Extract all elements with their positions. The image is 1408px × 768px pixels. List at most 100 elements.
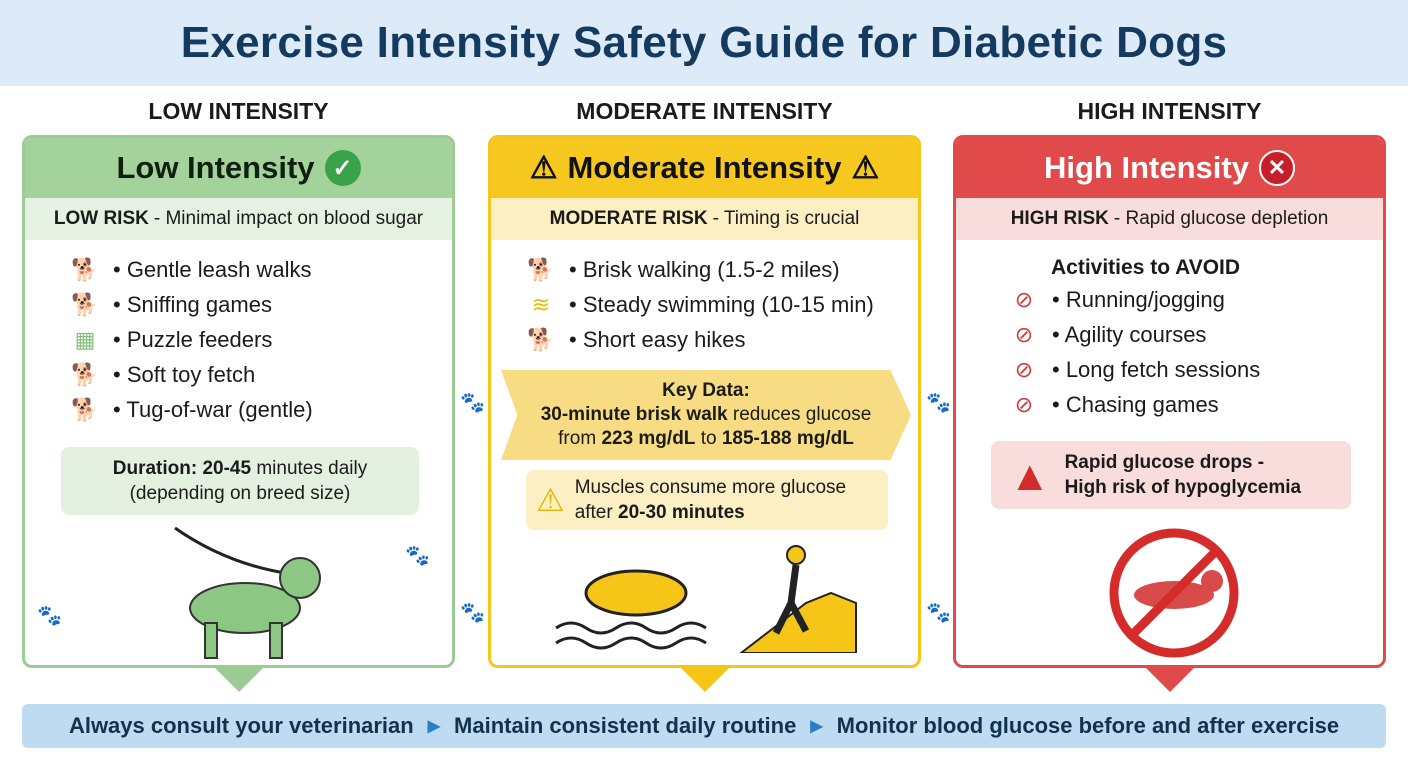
duration-text: minutes daily <box>251 458 368 479</box>
arrow-right-icon: ▶ <box>427 718 441 735</box>
prohibited-fetch-icon: ⊘ <box>1014 356 1034 382</box>
high-header: High Intensity ✕ <box>956 138 1383 198</box>
moderate-header-title: Moderate Intensity <box>567 150 842 185</box>
moderate-intensity-panel: ⚠ Moderate Intensity ⚠ MODERATE RISK - Ti… <box>488 135 921 692</box>
paw-print-icon: 🐾 <box>37 605 62 627</box>
prohibited-agility-icon: ⊘ <box>1014 321 1034 347</box>
list-item: 🐕 • Soft toy fetch <box>65 357 452 392</box>
dog-hiking-icon: 🐕 <box>527 326 555 352</box>
key-bold: 30-minute brisk walk <box>540 404 728 425</box>
no-running-dog-icon <box>1109 528 1239 658</box>
x-circle-icon: ✕ <box>1258 150 1295 186</box>
avoid-title: Activities to AVOID <box>1051 256 1241 279</box>
note-text: Muscles consume more glucose <box>574 477 847 498</box>
prohibited-running-icon: ⊘ <box>1014 286 1034 312</box>
item-text: • Chasing games <box>1052 391 1219 417</box>
pointer-arrow <box>1145 668 1194 692</box>
key-text: from <box>558 428 602 449</box>
warning-icon: ⚠ <box>529 150 558 185</box>
list-item: ⊘ • Long fetch sessions <box>1004 352 1383 387</box>
duration-note: (depending on breed size) <box>129 483 351 504</box>
item-text: • Soft toy fetch <box>113 361 256 387</box>
footer-tip: Always consult your veterinarian <box>68 713 414 738</box>
paw-print-icon: 🐾 <box>460 602 485 624</box>
title-banner: Exercise Intensity Safety Guide for Diab… <box>0 0 1408 86</box>
muscle-note-box: ⚠ Muscles consume more glucose after 20-3… <box>526 470 888 530</box>
list-item: 🐕 • Gentle leash walks <box>65 252 452 287</box>
high-risk-strip: HIGH RISK - Rapid glucose depletion <box>956 198 1383 240</box>
item-text: • Long fetch sessions <box>1052 356 1261 382</box>
key-data-banner: Key Data: 30-minute brisk walk reduces g… <box>501 370 911 460</box>
key-data-title: Key Data: <box>662 380 750 401</box>
dog-walking-icon: 🐕 <box>71 256 99 282</box>
list-item: ⊘ • Running/jogging <box>1004 282 1383 317</box>
list-item: ⊘ • Chasing games <box>1004 387 1383 422</box>
high-header-title: High Intensity <box>1044 150 1249 185</box>
high-intensity-panel: High Intensity ✕ HIGH RISK - Rapid glucos… <box>953 135 1386 692</box>
list-item: 🐕 • Short easy hikes <box>521 322 918 357</box>
footer-tip: Monitor blood glucose before and after e… <box>836 713 1340 738</box>
item-text: • Running/jogging <box>1052 286 1225 312</box>
dog-fetch-icon: 🐕 <box>71 361 99 387</box>
list-item: ⊘ • Agility courses <box>1004 317 1383 352</box>
walking-dog-illustration <box>174 526 321 659</box>
list-item: 🐕 • Tug-of-war (gentle) <box>65 392 452 427</box>
alert-triangle-icon: ▲ <box>1009 451 1051 499</box>
key-text: reduces glucose <box>727 404 872 425</box>
risk-label: MODERATE RISK <box>549 208 708 229</box>
moderate-risk-strip: MODERATE RISK - Timing is crucial <box>491 198 918 240</box>
high-column-title: HIGH INTENSITY <box>1077 98 1262 124</box>
page-title: Exercise Intensity Safety Guide for Diab… <box>180 18 1228 67</box>
paw-print-icon: 🐾 <box>926 602 951 624</box>
item-text: • Brisk walking (1.5-2 miles) <box>569 256 840 282</box>
key-bold: 185-188 mg/dL <box>721 428 854 449</box>
list-item: 🐕 • Brisk walking (1.5-2 miles) <box>521 252 918 287</box>
swimming-icon: ≋ <box>531 291 551 317</box>
warning-icon: ⚠ <box>851 150 880 185</box>
low-risk-strip: LOW RISK - Minimal impact on blood sugar <box>25 198 452 240</box>
risk-text: - Rapid glucose depletion <box>1113 208 1329 229</box>
key-text: to <box>695 428 722 449</box>
arrow-right-icon: ▶ <box>810 718 823 735</box>
risk-label: LOW RISK <box>53 208 149 229</box>
dog-running-icon: 🐕 <box>527 256 555 282</box>
paw-print-icon: 🐾 <box>405 545 430 567</box>
note-text: after <box>574 502 618 523</box>
alert-text: Rapid glucose drops - <box>1064 452 1265 473</box>
dog-sniffing-icon: 🐕 <box>71 291 99 317</box>
low-header-title: Low Intensity <box>116 150 315 185</box>
risk-label: HIGH RISK <box>1010 208 1109 229</box>
puzzle-feeder-icon: ▦ <box>74 326 96 352</box>
high-activities-list: ⊘ • Running/jogging ⊘ • Agility courses ⊘ •… <box>956 280 1383 422</box>
item-text: • Gentle leash walks <box>113 256 312 282</box>
duration-label: Duration: 20-45 <box>112 458 252 479</box>
item-text: • Puzzle feeders <box>113 326 273 352</box>
swimming-hiking-illustration <box>555 545 857 653</box>
list-item: 🐕 • Sniffing games <box>65 287 452 322</box>
paw-print-icon: 🐾 <box>460 392 485 414</box>
footer-tips-bar: Always consult your veterinarian ▶ Maint… <box>22 704 1386 748</box>
moderate-header: ⚠ Moderate Intensity ⚠ <box>491 138 918 198</box>
risk-text: - Timing is crucial <box>712 208 860 229</box>
list-item: ▦ • Puzzle feeders <box>65 322 452 357</box>
risk-text: - Minimal impact on blood sugar <box>153 208 424 229</box>
dog-tug-icon: 🐕 <box>71 396 99 422</box>
low-column-title: LOW INTENSITY <box>148 98 329 124</box>
item-text: • Tug-of-war (gentle) <box>113 396 313 422</box>
moderate-column-title: MODERATE INTENSITY <box>576 98 833 124</box>
note-bold: 20-30 minutes <box>618 502 745 523</box>
warning-icon: ⚠ <box>536 481 565 518</box>
pointer-arrow <box>680 668 729 692</box>
duration-box: Duration: 20-45 minutes daily (depending… <box>61 447 419 515</box>
list-item: ≋ • Steady swimming (10-15 min) <box>521 287 918 322</box>
low-header: Low Intensity ✓ <box>25 138 452 198</box>
footer-tip: Maintain consistent daily routine <box>454 713 797 738</box>
low-activities-list: 🐕 • Gentle leash walks 🐕 • Sniffing games … <box>25 240 452 427</box>
item-text: • Sniffing games <box>113 291 272 317</box>
key-bold: 223 mg/dL <box>601 428 696 449</box>
check-circle-icon: ✓ <box>324 150 361 186</box>
pointer-arrow <box>214 668 263 692</box>
item-text: • Agility courses <box>1052 321 1207 347</box>
low-intensity-panel: Low Intensity ✓ LOW RISK - Minimal impact… <box>22 135 455 692</box>
item-text: • Short easy hikes <box>569 326 746 352</box>
